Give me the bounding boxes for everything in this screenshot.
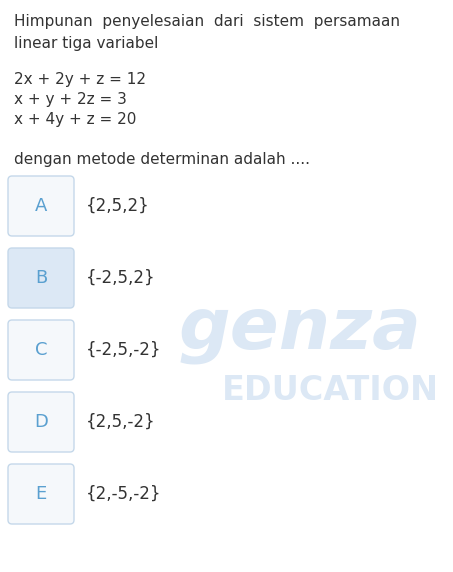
FancyBboxPatch shape: [8, 464, 74, 524]
Text: 2x + 2y + z = 12: 2x + 2y + z = 12: [14, 72, 146, 87]
Text: {2,5,2}: {2,5,2}: [86, 197, 150, 215]
Text: x + y + 2z = 3: x + y + 2z = 3: [14, 92, 127, 107]
FancyBboxPatch shape: [8, 320, 74, 380]
Text: genza: genza: [178, 296, 421, 364]
Text: {2,-5,-2}: {2,-5,-2}: [86, 485, 162, 503]
FancyBboxPatch shape: [8, 176, 74, 236]
Text: A: A: [35, 197, 47, 215]
FancyBboxPatch shape: [8, 392, 74, 452]
Text: C: C: [35, 341, 47, 359]
Text: x + 4y + z = 20: x + 4y + z = 20: [14, 112, 136, 127]
Text: linear tiga variabel: linear tiga variabel: [14, 36, 159, 51]
Text: B: B: [35, 269, 47, 287]
Text: {-2,5,2}: {-2,5,2}: [86, 269, 156, 287]
FancyBboxPatch shape: [8, 248, 74, 308]
Text: D: D: [34, 413, 48, 431]
Text: EDUCATION: EDUCATION: [222, 374, 439, 407]
Text: Himpunan  penyelesaian  dari  sistem  persamaan: Himpunan penyelesaian dari sistem persam…: [14, 14, 400, 29]
Text: dengan metode determinan adalah ....: dengan metode determinan adalah ....: [14, 152, 310, 167]
Text: {-2,5,-2}: {-2,5,-2}: [86, 341, 162, 359]
Text: {2,5,-2}: {2,5,-2}: [86, 413, 156, 431]
Text: E: E: [35, 485, 47, 503]
